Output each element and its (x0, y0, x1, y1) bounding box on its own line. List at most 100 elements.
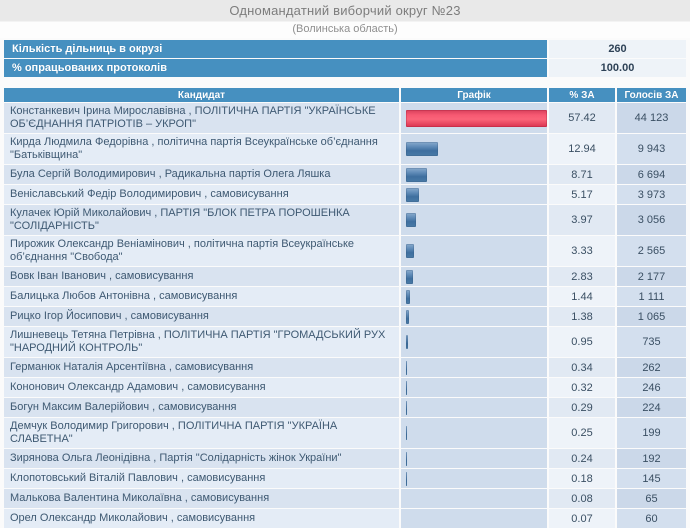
percent-cell: 0.25 (549, 418, 615, 448)
graph-cell (401, 398, 547, 417)
percent-cell: 0.29 (549, 398, 615, 417)
candidate-cell: Орел Олександр Миколайович , самовисуван… (4, 509, 399, 528)
votes-cell: 44 123 (617, 103, 686, 133)
column-header-votes: Голосів ЗА (617, 88, 686, 102)
result-bar (406, 335, 409, 349)
table-row: Була Сергій Володимирович , Радикальна п… (4, 165, 686, 184)
graph-cell (401, 134, 547, 164)
percent-cell: 0.07 (549, 509, 615, 528)
result-bar (406, 426, 407, 440)
table-row: Рицко Ігор Йосипович , самовисування 1.38… (4, 307, 686, 326)
summary-value: 100.00 (549, 59, 686, 77)
percent-cell: 0.34 (549, 358, 615, 377)
candidate-cell: Рицко Ігор Йосипович , самовисування (4, 307, 399, 326)
table-row: Клопотовський Віталій Павлович , самовис… (4, 469, 686, 488)
graph-cell (401, 236, 547, 266)
graph-cell (401, 418, 547, 448)
result-bar (406, 269, 413, 284)
votes-cell: 1 065 (617, 307, 686, 326)
result-bar (406, 213, 416, 227)
graph-cell (401, 165, 547, 184)
percent-cell: 3.33 (549, 236, 615, 266)
votes-cell: 2 177 (617, 267, 686, 286)
candidate-cell: Вовк Іван Іванович , самовисування (4, 267, 399, 286)
votes-cell: 735 (617, 327, 686, 357)
table-row: Лишневець Тетяна Петрівна , ПОЛІТИЧНА ПА… (4, 327, 686, 357)
table-row: Зирянова Ольга Леонідівна , Партія "Солі… (4, 449, 686, 468)
candidate-cell: Констанкевич Ірина Мирославівна , ПОЛІТИ… (4, 103, 399, 133)
summary-value: 260 (549, 40, 686, 58)
graph-cell (401, 449, 547, 468)
column-header-percent: % ЗА (549, 88, 615, 102)
page-subtitle: (Волинська область) (0, 22, 690, 38)
candidate-cell: Була Сергій Володимирович , Радикальна п… (4, 165, 399, 184)
votes-cell: 3 973 (617, 185, 686, 204)
result-bar (406, 360, 407, 375)
graph-cell (401, 287, 547, 306)
result-bar (406, 309, 410, 324)
candidate-cell: Кирда Людмила Федорівна , політична парт… (4, 134, 399, 164)
summary-table: Кількість дільниць в окрузі 260% опрацьов… (4, 40, 686, 77)
votes-cell: 262 (617, 358, 686, 377)
candidate-cell: Кулачек Юрій Миколайович , ПАРТІЯ "БЛОК … (4, 205, 399, 235)
percent-cell: 0.95 (549, 327, 615, 357)
votes-cell: 145 (617, 469, 686, 488)
summary-label: Кількість дільниць в окрузі (4, 40, 547, 58)
summary-row: Кількість дільниць в окрузі 260 (4, 40, 686, 58)
percent-cell: 0.08 (549, 489, 615, 508)
votes-cell: 199 (617, 418, 686, 448)
votes-cell: 1 111 (617, 287, 686, 306)
result-bar (406, 142, 438, 156)
candidate-cell: Балицька Любов Антонівна , самовисування (4, 287, 399, 306)
votes-cell: 60 (617, 509, 686, 528)
percent-cell: 1.44 (549, 287, 615, 306)
percent-cell: 0.32 (549, 378, 615, 397)
candidate-cell: Кононович Олександр Адамович , самовисув… (4, 378, 399, 397)
table-row: Кононович Олександр Адамович , самовисув… (4, 378, 686, 397)
percent-cell: 2.83 (549, 267, 615, 286)
graph-cell (401, 327, 547, 357)
candidate-cell: Зирянова Ольга Леонідівна , Партія "Солі… (4, 449, 399, 468)
graph-cell (401, 103, 547, 133)
table-row: Орел Олександр Миколайович , самовисуван… (4, 509, 686, 528)
percent-cell: 3.97 (549, 205, 615, 235)
votes-cell: 2 565 (617, 236, 686, 266)
content: Кількість дільниць в окрузі 260% опрацьов… (4, 40, 686, 528)
percent-cell: 57.42 (549, 103, 615, 133)
result-bar (406, 167, 428, 182)
table-row: Веніславський Федір Володимирович , само… (4, 185, 686, 204)
table-row: Пирожик Олександр Веніамінович , політич… (4, 236, 686, 266)
graph-cell (401, 267, 547, 286)
percent-cell: 0.24 (549, 449, 615, 468)
table-row: Констанкевич Ірина Мирославівна , ПОЛІТИ… (4, 103, 686, 133)
candidate-cell: Богун Максим Валерійович , самовисування (4, 398, 399, 417)
table-row: Вовк Іван Іванович , самовисування 2.83 2 … (4, 267, 686, 286)
table-row: Балицька Любов Антонівна , самовисування… (4, 287, 686, 306)
graph-cell (401, 378, 547, 397)
result-bar (406, 451, 407, 466)
result-bar (406, 187, 419, 202)
result-bar (406, 244, 415, 258)
votes-cell: 9 943 (617, 134, 686, 164)
graph-cell (401, 205, 547, 235)
votes-cell: 246 (617, 378, 686, 397)
percent-cell: 1.38 (549, 307, 615, 326)
page-title: Одномандатний виборчий округ №23 (229, 3, 461, 18)
table-row: Кулачек Юрій Миколайович , ПАРТІЯ "БЛОК … (4, 205, 686, 235)
graph-cell (401, 185, 547, 204)
candidate-cell: Германюк Наталія Арсентіївна , самовисув… (4, 358, 399, 377)
result-bar (406, 289, 410, 304)
table-row: Малькова Валентина Миколаївна , самовису… (4, 489, 686, 508)
result-bar (406, 400, 407, 415)
result-bar (406, 471, 407, 486)
result-bar-winner (406, 109, 547, 127)
summary-row: % опрацьованих протоколів 100.00 (4, 59, 686, 77)
page-header: Одномандатний виборчий округ №23 (0, 0, 690, 22)
table-row: Демчук Володимир Григорович , ПОЛІТИЧНА … (4, 418, 686, 448)
candidate-cell: Пирожик Олександр Веніамінович , політич… (4, 236, 399, 266)
table-row: Германюк Наталія Арсентіївна , самовисув… (4, 358, 686, 377)
candidate-cell: Малькова Валентина Миколаївна , самовису… (4, 489, 399, 508)
percent-cell: 5.17 (549, 185, 615, 204)
votes-cell: 3 056 (617, 205, 686, 235)
candidate-cell: Демчук Володимир Григорович , ПОЛІТИЧНА … (4, 418, 399, 448)
